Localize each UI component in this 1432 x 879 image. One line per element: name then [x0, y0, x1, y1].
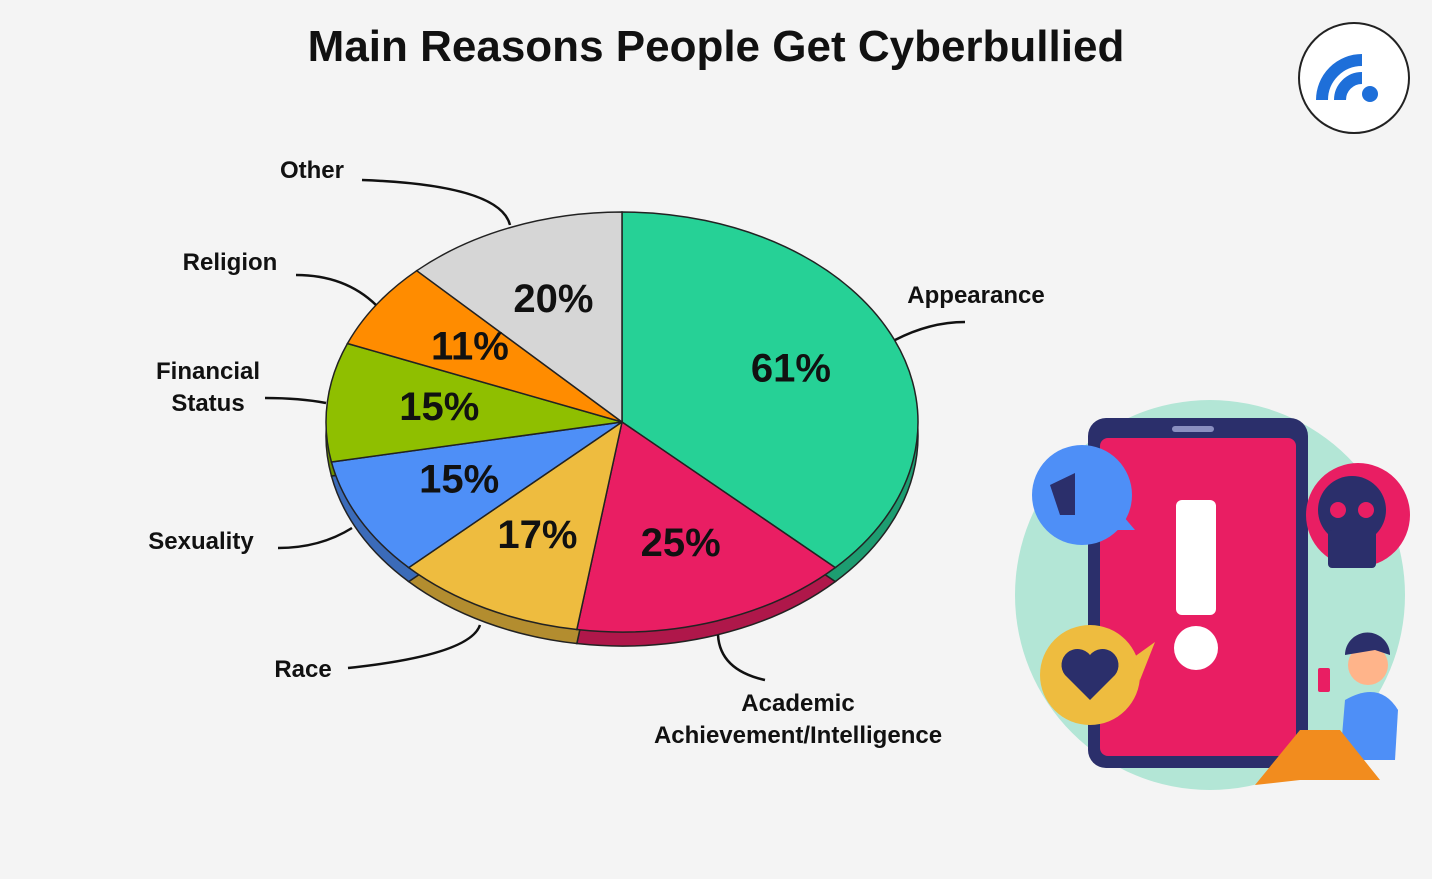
- slice: [575, 420, 837, 633]
- leader-line: [277, 526, 353, 550]
- value-label: 61%: [751, 347, 831, 391]
- category-label: Race: [274, 656, 332, 683]
- pie: 61% 25% 17% 15% 15% 11%20%: [325, 211, 919, 647]
- slice: [325, 342, 623, 463]
- category-label: Sexuality: [148, 528, 254, 555]
- leader-line: [264, 396, 327, 405]
- category-label: Financial Status: [155, 358, 261, 417]
- illustration: [1015, 400, 1410, 790]
- value-label: 25%: [641, 521, 721, 565]
- value-label: 11%: [431, 325, 509, 369]
- leader-line: [894, 320, 966, 342]
- category-label: Other: [279, 157, 344, 184]
- value-label: 15%: [399, 385, 479, 429]
- category-label: Academic Achievement/Intelligence: [653, 690, 943, 749]
- slice: [330, 421, 623, 569]
- category-label: Appearance: [907, 282, 1045, 309]
- slice: [346, 269, 623, 423]
- logo: [1298, 22, 1410, 134]
- value-label: 15%: [419, 458, 499, 502]
- value-label: 20%: [513, 277, 593, 321]
- category-label: Religion: [182, 249, 278, 276]
- chart-title: Main Reasons People Get Cyberbullied: [307, 22, 1125, 71]
- slice: [415, 211, 623, 424]
- leader-line: [716, 634, 766, 682]
- slice: [407, 420, 624, 631]
- value-label: 17%: [497, 513, 577, 557]
- slice: [621, 211, 919, 569]
- leader-line: [295, 273, 377, 306]
- leader-line: [361, 178, 512, 226]
- leader-line: [347, 624, 482, 670]
